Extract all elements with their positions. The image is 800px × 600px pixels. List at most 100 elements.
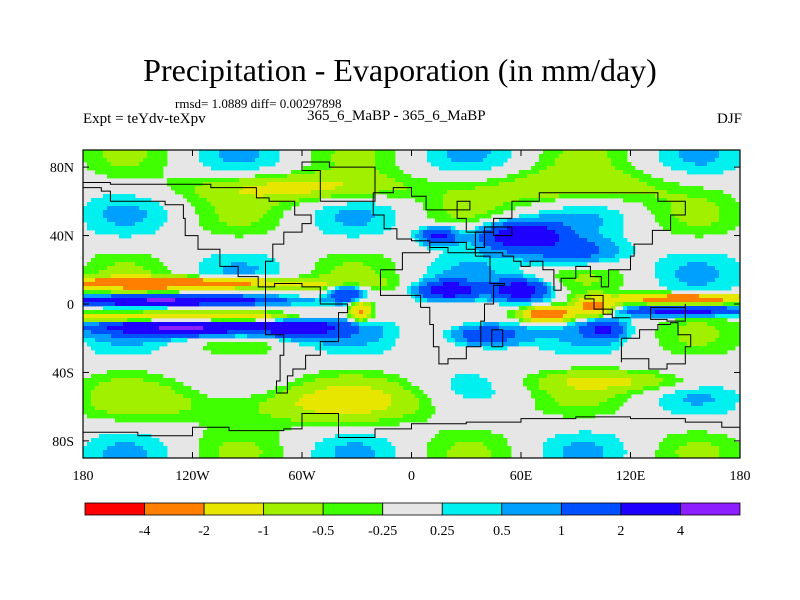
field-cell bbox=[495, 282, 500, 287]
field-cell bbox=[495, 206, 500, 211]
field-cell bbox=[587, 282, 592, 287]
field-cell bbox=[699, 194, 704, 199]
field-cell bbox=[155, 158, 160, 163]
field-cell bbox=[143, 274, 148, 279]
field-cell bbox=[207, 206, 212, 211]
field-cell bbox=[327, 182, 332, 187]
field-cell bbox=[595, 282, 600, 287]
field-cell bbox=[719, 318, 724, 323]
field-cell bbox=[695, 282, 700, 287]
field-cell bbox=[287, 206, 292, 211]
field-cell bbox=[479, 290, 484, 295]
field-cell bbox=[259, 266, 264, 271]
field-cell bbox=[83, 206, 88, 211]
field-cell bbox=[723, 310, 728, 315]
field-cell bbox=[543, 242, 548, 247]
field-cell bbox=[703, 202, 708, 207]
field-cell bbox=[719, 150, 724, 155]
field-cell bbox=[175, 322, 180, 327]
field-cell bbox=[203, 150, 208, 155]
field-cell bbox=[107, 322, 112, 327]
field-cell bbox=[703, 270, 708, 275]
field-cell bbox=[719, 286, 724, 291]
field-cell bbox=[99, 166, 104, 171]
field-cell bbox=[723, 230, 728, 235]
field-cell bbox=[443, 202, 448, 207]
field-cell bbox=[667, 298, 672, 303]
field-cell bbox=[155, 162, 160, 167]
field-cell bbox=[207, 266, 212, 271]
field-cell bbox=[671, 286, 676, 291]
field-cell bbox=[691, 254, 696, 259]
field-cell bbox=[591, 278, 596, 283]
field-cell bbox=[615, 162, 620, 167]
field-cell bbox=[719, 254, 724, 259]
field-cell bbox=[299, 302, 304, 307]
field-cell bbox=[251, 266, 256, 271]
field-cell bbox=[611, 254, 616, 259]
field-cell bbox=[203, 178, 208, 183]
field-cell bbox=[679, 318, 684, 323]
field-cell bbox=[695, 218, 700, 223]
field-cell bbox=[111, 290, 116, 295]
field-cell bbox=[563, 174, 568, 179]
field-cell bbox=[491, 210, 496, 215]
field-cell bbox=[323, 210, 328, 215]
field-cell bbox=[303, 170, 308, 175]
field-cell bbox=[523, 258, 528, 263]
field-cell bbox=[447, 154, 452, 159]
field-cell bbox=[603, 234, 608, 239]
field-cell bbox=[503, 322, 508, 327]
field-cell bbox=[227, 282, 232, 287]
field-cell bbox=[687, 202, 692, 207]
field-cell bbox=[83, 154, 88, 159]
field-cell bbox=[391, 158, 396, 163]
field-cell bbox=[375, 270, 380, 275]
field-cell bbox=[283, 194, 288, 199]
field-cell bbox=[671, 186, 676, 191]
field-cell bbox=[327, 178, 332, 183]
field-cell bbox=[367, 314, 372, 319]
field-cell bbox=[203, 162, 208, 167]
field-cell bbox=[223, 186, 228, 191]
field-cell bbox=[307, 274, 312, 279]
field-cell bbox=[295, 182, 300, 187]
field-cell bbox=[159, 314, 164, 319]
field-cell bbox=[423, 230, 428, 235]
field-cell bbox=[371, 314, 376, 319]
field-cell bbox=[499, 198, 504, 203]
field-cell bbox=[563, 178, 568, 183]
field-cell bbox=[639, 178, 644, 183]
field-cell bbox=[135, 318, 140, 323]
field-cell bbox=[595, 210, 600, 215]
field-cell bbox=[91, 314, 96, 319]
field-cell bbox=[287, 322, 292, 327]
field-cell bbox=[491, 162, 496, 167]
field-cell bbox=[379, 274, 384, 279]
field-cell bbox=[607, 158, 612, 163]
field-cell bbox=[451, 162, 456, 167]
field-cell bbox=[95, 206, 100, 211]
field-cell bbox=[471, 194, 476, 199]
field-cell bbox=[363, 222, 368, 227]
field-cell bbox=[383, 282, 388, 287]
field-cell bbox=[119, 214, 124, 219]
field-cell bbox=[379, 178, 384, 183]
field-cell bbox=[239, 294, 244, 299]
field-cell bbox=[479, 238, 484, 243]
field-cell bbox=[147, 154, 152, 159]
field-cell bbox=[503, 234, 508, 239]
field-cell bbox=[463, 206, 468, 211]
field-cell bbox=[643, 178, 648, 183]
field-cell bbox=[695, 322, 700, 327]
field-cell bbox=[223, 262, 228, 267]
field-cell bbox=[119, 274, 124, 279]
field-cell bbox=[259, 262, 264, 267]
field-cell bbox=[339, 230, 344, 235]
field-cell bbox=[355, 258, 360, 263]
field-cell bbox=[699, 298, 704, 303]
field-cell bbox=[507, 202, 512, 207]
field-cell bbox=[159, 306, 164, 311]
field-cell bbox=[463, 258, 468, 263]
field-cell bbox=[339, 218, 344, 223]
